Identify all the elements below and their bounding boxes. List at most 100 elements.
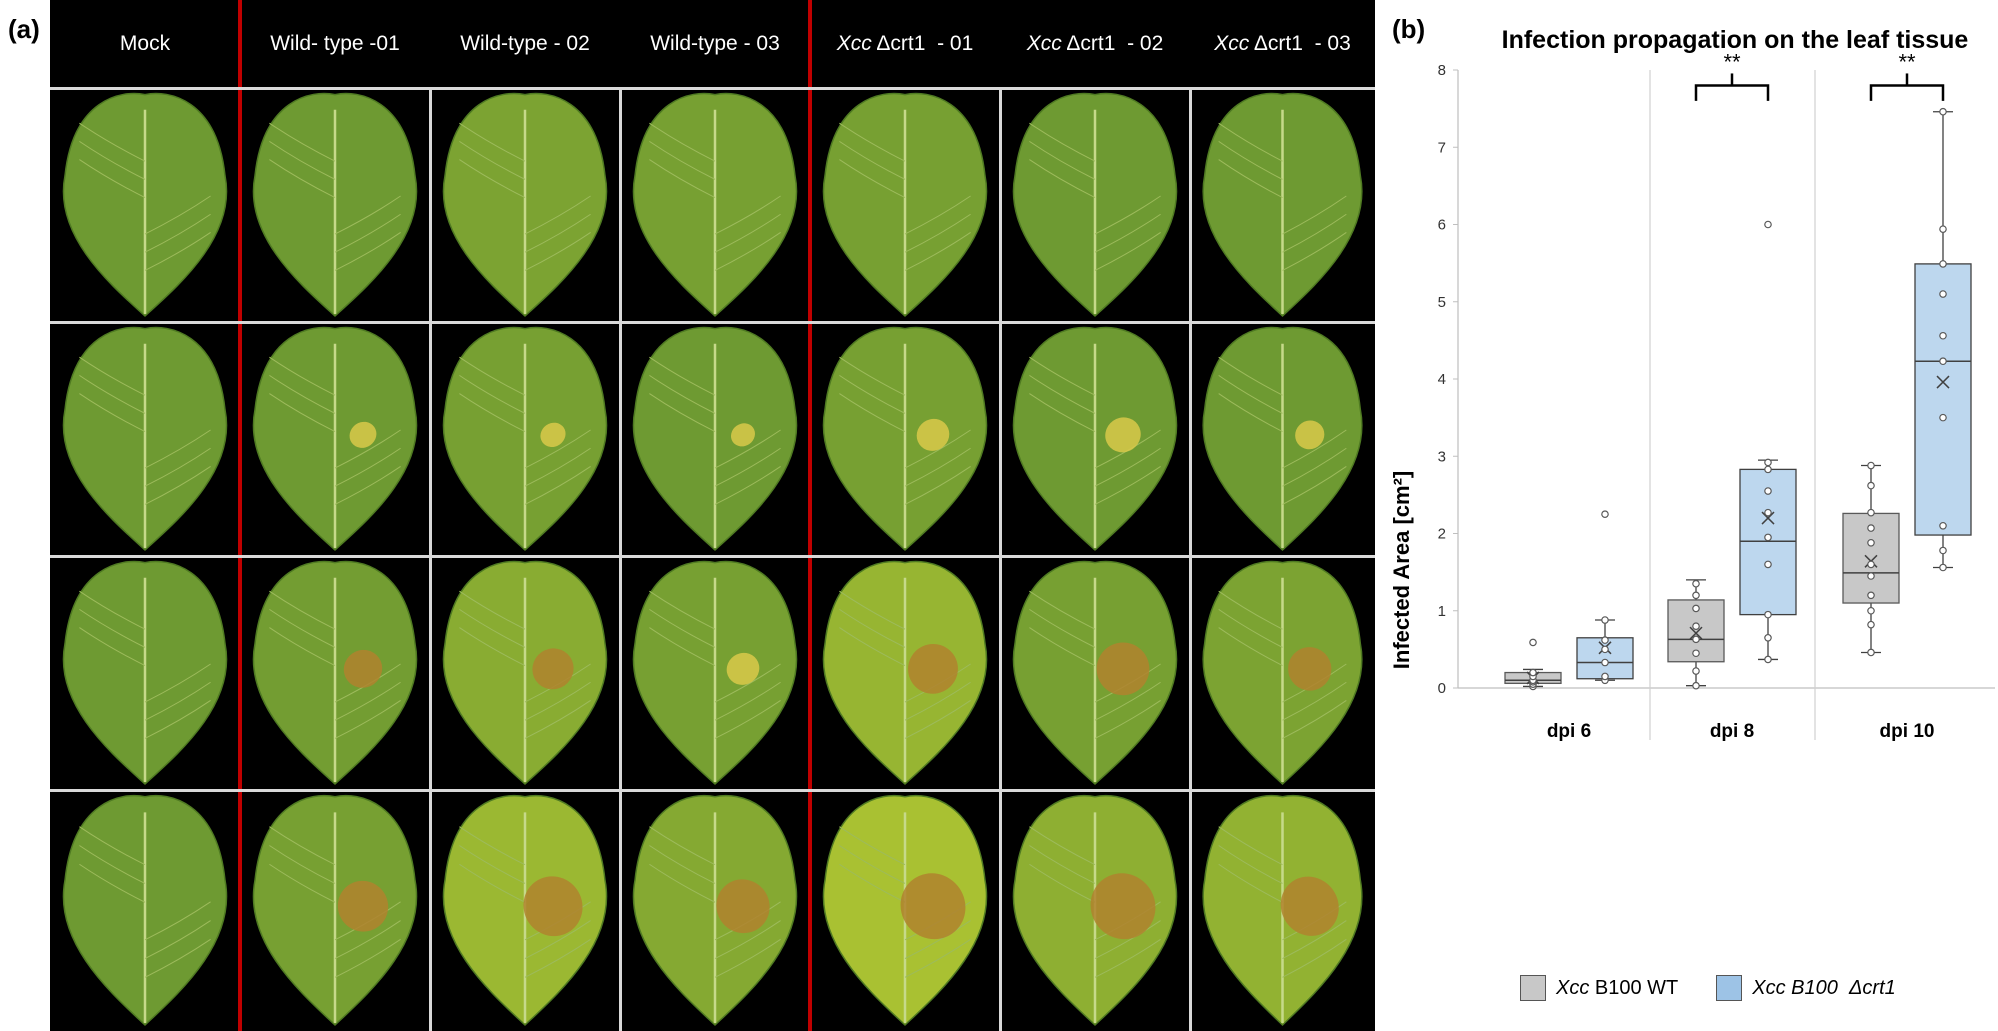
data-point [1867, 572, 1875, 580]
leaf-vein [459, 627, 526, 667]
leaf-vein [79, 159, 146, 199]
leaf-vein [1218, 845, 1283, 884]
leaf-cell [242, 324, 428, 554]
leaf-vein [904, 429, 971, 469]
row-label-4: Dpi 10 [0, 790, 50, 1031]
leaf-vein [1282, 213, 1347, 253]
leaf-photo [822, 794, 988, 1027]
column-header-text: Mock [119, 32, 171, 55]
leaf-cell [622, 90, 808, 320]
leaf-photo [1012, 560, 1178, 786]
leaf-vein [1094, 213, 1161, 253]
row-label-1: Dpi 0 [0, 88, 50, 322]
column-header-text: Wild-type - 02 [460, 32, 590, 55]
mean-marker [1936, 375, 1950, 389]
leaf-vein [269, 590, 336, 630]
leaf-vein [524, 700, 591, 739]
leaf-vein [269, 845, 336, 884]
leaf-vein [714, 466, 781, 505]
leaf-photo [1012, 92, 1178, 318]
leaf-cell [242, 90, 428, 320]
leaf-vein [144, 901, 211, 941]
leaf-vein [904, 195, 971, 235]
data-point [1764, 560, 1772, 569]
data-point [1692, 681, 1700, 690]
leaf-vein [904, 681, 971, 721]
leaf-vein [1029, 356, 1096, 396]
leaf-photo [442, 560, 608, 786]
data-point [1939, 546, 1947, 555]
column-header-1: Mock [50, 0, 240, 88]
leaf-vein [904, 700, 971, 739]
leaf-vein [839, 608, 906, 648]
row-label-2: Dpi 6 [0, 322, 50, 556]
leaf-vein [1029, 122, 1096, 162]
leaf-lesion [1090, 873, 1156, 940]
leaf-vein [144, 429, 211, 469]
leaf-vein [1029, 826, 1096, 866]
leaf-cell [812, 558, 998, 788]
leaf-vein [1029, 140, 1096, 180]
leaf-vein [1029, 627, 1096, 667]
leaf-vein [1094, 920, 1161, 960]
data-point [1529, 668, 1537, 677]
legend-item-crt1: Xcc B100 Δcrt1 [1716, 975, 1896, 1001]
leaf-vein [1282, 920, 1347, 960]
column-header-italic: Xcc [836, 32, 872, 55]
grid-divider-horizontal [50, 321, 1375, 324]
leaf-vein [79, 863, 146, 903]
leaf-lesion [343, 649, 383, 688]
leaf-photo [632, 92, 798, 318]
leaf-vein [714, 213, 781, 253]
leaf-vein [144, 663, 211, 703]
leaf-lesion [1280, 876, 1339, 936]
leaf-cell [242, 792, 428, 1029]
leaf-vein [334, 681, 401, 721]
leaf-photo [1012, 794, 1178, 1027]
leaf-lesion [916, 418, 950, 451]
data-point [1692, 667, 1700, 675]
leaf-vein [459, 374, 526, 414]
leaf-cell [432, 324, 618, 554]
leaf-vein [1282, 195, 1347, 235]
leaf-photo [1202, 326, 1363, 552]
x-category-label: dpi 10 [1880, 721, 1935, 742]
data-point [1764, 655, 1772, 664]
leaf-vein [839, 590, 906, 630]
leaf-vein [334, 920, 401, 960]
column-header-5: Xcc Δcrt1 - 01 [810, 0, 1000, 88]
leaf-vein [269, 393, 336, 433]
leaf-vein [524, 938, 591, 978]
leaf-vein [649, 374, 716, 414]
leaf-vein [334, 232, 401, 271]
leaf-vein [79, 627, 146, 667]
leaf-photo [822, 560, 988, 786]
leaf-cell [812, 324, 998, 554]
significance-bracket [1869, 84, 1945, 101]
panel-b-label: (b) [1392, 14, 1426, 44]
legend-text-crt1: B100 Δcrt1 [1785, 976, 1896, 999]
column-header-4: Wild-type - 03 [620, 0, 810, 88]
column-header-text: Δcrt1 - 03 [1249, 32, 1351, 55]
leaf-photo [822, 92, 988, 318]
grid-divider-vertical [999, 88, 1002, 1031]
leaf-vein [144, 938, 211, 978]
leaf-vein [714, 447, 781, 487]
leaf-vein [1094, 447, 1161, 487]
grid-divider-horizontal [50, 87, 1375, 90]
leaf-vein [79, 122, 146, 162]
y-tick-label: 1 [1438, 603, 1446, 620]
leaf-photo [1012, 326, 1178, 552]
leaf-lesion [1295, 420, 1325, 450]
leaf-vein [459, 356, 526, 396]
leaf-lesion [532, 648, 574, 690]
legend-swatch-wt [1520, 975, 1546, 1001]
leaf-vein [459, 393, 526, 433]
leaf-photo [62, 794, 228, 1027]
data-point [1764, 458, 1772, 467]
leaf-vein [1282, 700, 1347, 739]
leaf-vein [334, 213, 401, 253]
data-point [1939, 107, 1947, 116]
leaf-vein [269, 159, 336, 199]
column-header-italic: Xcc [1026, 32, 1062, 55]
